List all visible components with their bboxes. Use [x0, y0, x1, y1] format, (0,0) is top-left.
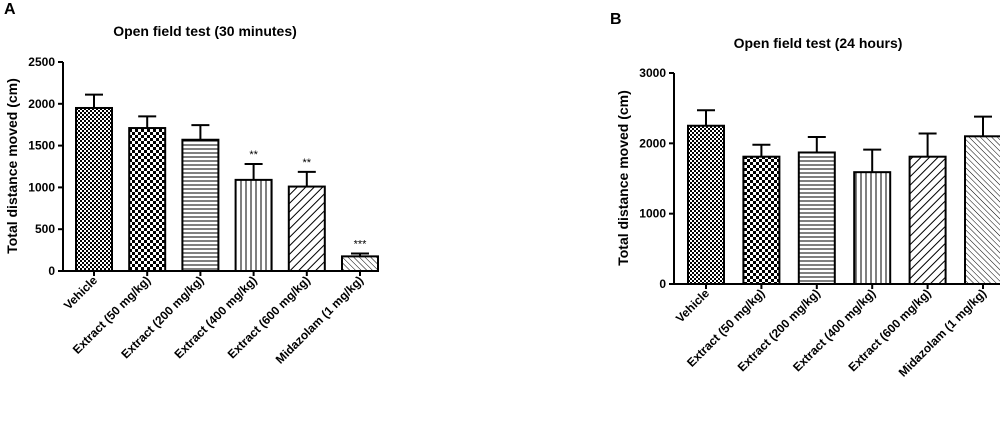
bar-4 — [234, 178, 273, 273]
y-axis-label: Total distance moved (cm) — [4, 78, 20, 254]
bar-2 — [128, 127, 167, 272]
panel-letter: B — [610, 11, 622, 28]
bar-1 — [75, 106, 113, 273]
bar-2 — [742, 155, 781, 286]
x-tick-label: Vehicle — [673, 286, 712, 325]
y-tick-label: 2000 — [639, 136, 666, 150]
bar-3 — [181, 138, 220, 272]
significance-label: ** — [303, 157, 312, 169]
bar-3 — [797, 151, 836, 285]
bar-5 — [287, 185, 326, 272]
chart-title: Open field test (24 hours) — [734, 35, 903, 51]
x-tick-label: Midazolam (1 mg/kg) — [273, 273, 366, 366]
significance-label: ** — [249, 149, 258, 161]
bar-5 — [908, 155, 947, 286]
y-tick-label: 3000 — [639, 66, 666, 80]
y-tick-label: 2000 — [28, 97, 55, 111]
y-tick-label: 1000 — [639, 207, 666, 221]
y-axis-label: Total distance moved (cm) — [615, 90, 631, 266]
bar-6 — [341, 255, 379, 272]
bar-6 — [964, 135, 1000, 285]
y-tick-label: 0 — [659, 277, 666, 291]
y-tick-label: 0 — [48, 264, 55, 278]
y-tick-label: 500 — [35, 222, 55, 236]
y-tick-label: 1000 — [28, 180, 55, 194]
x-tick-label: Vehicle — [61, 273, 100, 312]
y-tick-label: 2500 — [28, 55, 55, 69]
chart-panel-b: B Open field test (24 hours) Total distanc… — [610, 11, 1000, 380]
bar-1 — [687, 124, 725, 285]
y-tick-label: 1500 — [28, 139, 55, 153]
panel-letter: A — [4, 1, 16, 18]
bar-4 — [853, 171, 892, 285]
chart-title: Open field test (30 minutes) — [113, 23, 297, 39]
significance-label: *** — [354, 238, 368, 250]
chart-panel-a: A Open field test (30 minutes) Total dista… — [4, 1, 379, 367]
